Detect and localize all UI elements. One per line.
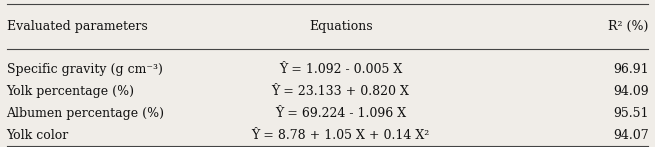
Text: 95.51: 95.51 <box>613 107 648 120</box>
Text: Equations: Equations <box>309 20 373 33</box>
Text: 96.91: 96.91 <box>613 63 648 76</box>
Text: R² (%): R² (%) <box>608 20 648 33</box>
Text: 94.07: 94.07 <box>613 129 648 142</box>
Text: Evaluated parameters: Evaluated parameters <box>7 20 147 33</box>
Text: Yolk color: Yolk color <box>7 129 69 142</box>
Text: 94.09: 94.09 <box>613 85 648 98</box>
Text: Ŷ = 8.78 + 1.05 X + 0.14 X²: Ŷ = 8.78 + 1.05 X + 0.14 X² <box>252 129 430 142</box>
Text: Ŷ = 1.092 - 0.005 X: Ŷ = 1.092 - 0.005 X <box>279 63 402 76</box>
Text: Ŷ = 69.224 - 1.096 X: Ŷ = 69.224 - 1.096 X <box>275 107 406 120</box>
Text: Specific gravity (g cm⁻³): Specific gravity (g cm⁻³) <box>7 63 162 76</box>
Text: Ŷ = 23.133 + 0.820 X: Ŷ = 23.133 + 0.820 X <box>272 85 409 98</box>
Text: Albumen percentage (%): Albumen percentage (%) <box>7 107 164 120</box>
Text: Yolk percentage (%): Yolk percentage (%) <box>7 85 134 98</box>
